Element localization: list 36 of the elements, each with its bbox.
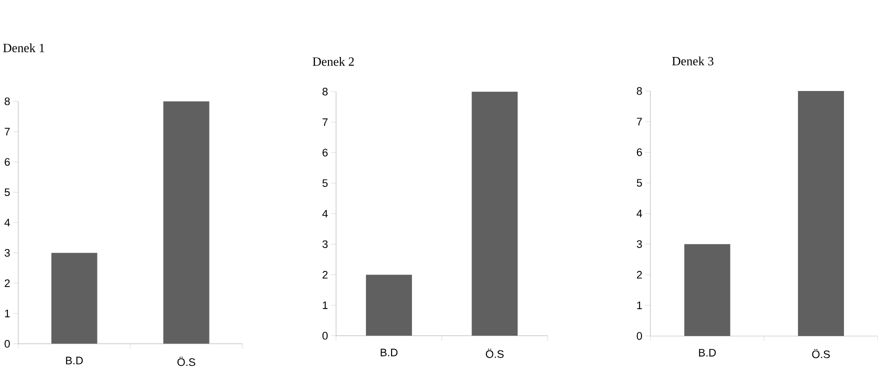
y-tick-label: 4 [4, 218, 10, 226]
y-tick-label: 2 [4, 279, 10, 288]
y-tick-label: 1 [5, 310, 10, 318]
x-tick-label: Ö.S [177, 356, 196, 366]
y-tick-label: 1 [322, 302, 328, 310]
y-tick-label: 7 [322, 118, 328, 126]
y-tick-label: 3 [636, 240, 642, 248]
x-tick-label: Ö.S [486, 348, 504, 358]
y-tick-label: 2 [322, 271, 328, 279]
y-tick-label: 4 [322, 210, 328, 218]
y-tick-label: 8 [4, 98, 10, 106]
x-tick-label: B.D [380, 348, 398, 356]
y-tick-label: 5 [322, 179, 328, 188]
y-tick-label: 0 [322, 332, 328, 340]
y-tick-label: 2 [636, 271, 642, 279]
y-tick-label: 3 [4, 249, 10, 257]
y-tick-label: 5 [4, 188, 10, 196]
y-tick-label: 6 [636, 148, 642, 156]
y-tick-label: 3 [322, 240, 328, 248]
chart-title: Denek 3 [672, 56, 714, 66]
x-tick-label: Ö.S [812, 349, 830, 358]
x-tick-label: B.D [66, 356, 83, 364]
y-tick-label: 7 [636, 118, 642, 126]
y-tick-label: 4 [636, 210, 642, 218]
y-tick-label: 8 [322, 88, 328, 96]
y-tick-label: 7 [4, 128, 10, 136]
y-tick-label: 5 [636, 179, 642, 187]
y-tick-label: 6 [4, 158, 10, 166]
chart-title: Denek 1 [3, 44, 44, 52]
chart-title: Denek 2 [312, 57, 354, 66]
y-tick-label: 0 [636, 332, 642, 340]
y-tick-label: 6 [322, 148, 328, 157]
x-tick-label: B.D [699, 349, 716, 357]
y-tick-label: 1 [637, 302, 642, 310]
y-tick-label: 0 [4, 340, 10, 348]
y-tick-label: 8 [636, 87, 642, 95]
